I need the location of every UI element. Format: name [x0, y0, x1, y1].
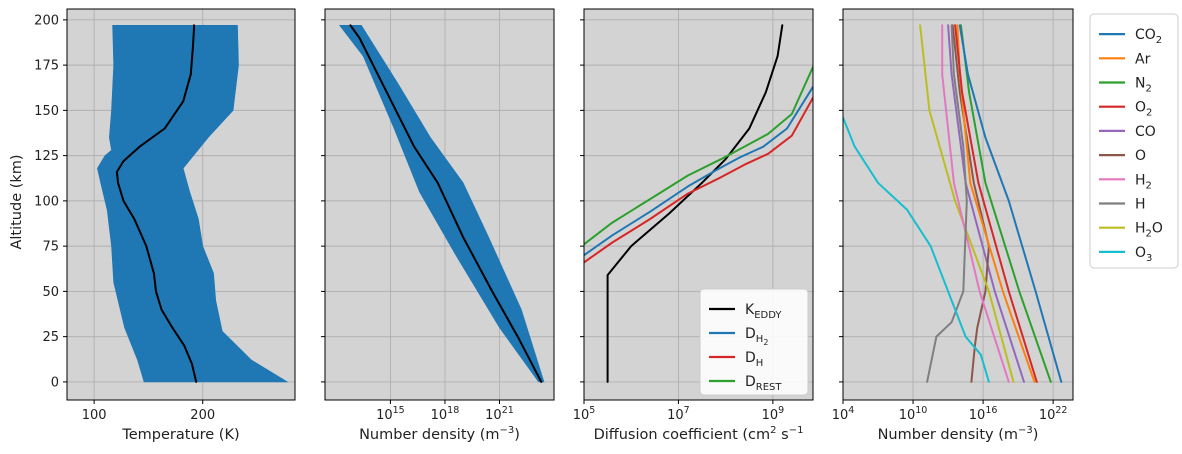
legend-label: DH2 [745, 326, 768, 347]
legend-label: H [1135, 197, 1146, 213]
x-tick-label: 200 [190, 408, 215, 423]
plot-content [338, 24, 545, 383]
panel-3: 105 107 109 Diffusion coefficient (cm2 s−1 K… [573, 8, 814, 443]
panel-2: 1015 1018 1021 Number density (m−3) [321, 8, 555, 443]
axes-frame [66, 8, 296, 401]
legend-label: O [1135, 148, 1146, 164]
series-line-dh [584, 96, 813, 264]
y-tick-label: 75 [42, 240, 59, 255]
y-tick-label: 100 [34, 194, 59, 209]
legend-label: DREST [745, 374, 782, 393]
y-tick-label: 175 [34, 59, 59, 74]
legend-label: CO2 [1135, 27, 1162, 46]
legend-box [1089, 13, 1179, 269]
series-line-keddy [606, 24, 784, 383]
series-line-dh2 [584, 85, 813, 257]
x-tick-label: 100 [82, 408, 107, 423]
x-tick-label: 1010 [899, 405, 928, 423]
series-line-drest [584, 65, 813, 246]
y-axis-label: Altitude (km) [9, 154, 25, 249]
legend-label: N2 [1135, 76, 1152, 95]
x-tick-label: 1018 [431, 405, 460, 423]
legend-label: H2O [1135, 221, 1163, 240]
x-tick-label: 1016 [969, 405, 998, 423]
legend-label: Ar [1135, 51, 1151, 67]
x-tick-label: 104 [832, 405, 855, 423]
axes-frame [583, 8, 814, 401]
plot-content [97, 24, 289, 383]
y-tick-label: 50 [42, 285, 59, 300]
panel-1: 0 25 50 75 100 125 150 175 200 100 200 Temperature … [34, 8, 296, 443]
axes-frame [324, 8, 555, 401]
y-tick-label: 0 [51, 375, 59, 390]
series-line-o3 [843, 116, 990, 383]
series-line [115, 24, 198, 383]
legend-label: O3 [1135, 245, 1152, 264]
y-tick-label: 200 [34, 13, 59, 28]
series-line-h2o [919, 24, 1015, 383]
x-tick-label: 107 [667, 405, 690, 423]
x-axis-label: Diffusion coefficient (cm2 s−1 [594, 425, 804, 443]
series-line-o2 [954, 24, 1038, 383]
legend-label: DH [745, 350, 763, 369]
legend-label: H2 [1135, 172, 1152, 191]
y-tick-label: 125 [34, 149, 59, 164]
series-line-co2 [958, 24, 1063, 383]
legend-label: CO [1135, 124, 1156, 140]
legend-box [699, 288, 809, 396]
x-tick-label: 1022 [1039, 405, 1068, 423]
series-line-h [926, 24, 968, 383]
series-line [349, 24, 543, 383]
y-tick-label: 150 [34, 104, 59, 119]
series-line-h2 [941, 24, 1010, 383]
x-axis-label: Number density (m−3) [878, 425, 1039, 443]
x-axis-label: Number density (m−3) [359, 425, 520, 443]
legend-label: KEDDY [745, 302, 782, 321]
x-tick-label: 105 [573, 405, 596, 423]
x-tick-label: 109 [762, 405, 785, 423]
ensemble-envelope [97, 24, 289, 383]
x-axis-label: Temperature (K) [121, 427, 239, 443]
axes-frame [842, 8, 1074, 401]
y-tick-label: 25 [42, 330, 59, 345]
plot-content [843, 24, 1063, 383]
x-tick-label: 1021 [485, 405, 514, 423]
legend-label: O2 [1135, 100, 1152, 119]
x-tick-label: 1015 [376, 405, 405, 423]
plot-content [584, 24, 813, 383]
